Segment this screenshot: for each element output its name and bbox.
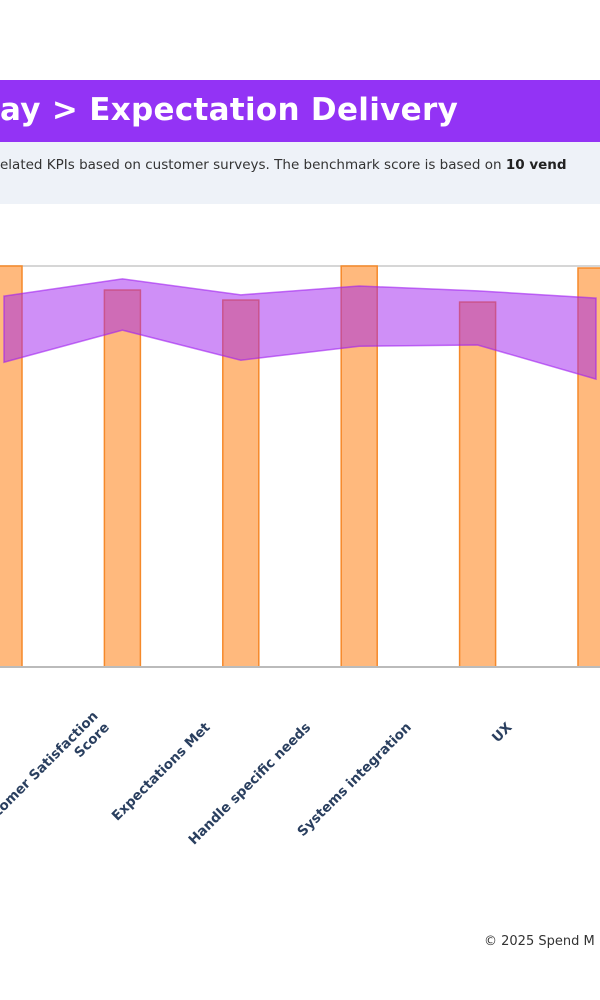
x-tick-label: Expectations Met bbox=[109, 719, 214, 824]
bar bbox=[103, 289, 142, 668]
x-tick-label: UX bbox=[489, 719, 516, 746]
description-bold: 10 vend bbox=[505, 157, 567, 173]
page-header: ay > Expectation Delivery bbox=[0, 80, 600, 142]
x-tick-label-line: Customer Satisfaction bbox=[0, 708, 102, 839]
benchmark-band bbox=[3, 278, 597, 381]
description-main: elated KPIs based on customer surveys. T… bbox=[0, 157, 506, 173]
description-bar: elated KPIs based on customer surveys. T… bbox=[0, 142, 600, 204]
page-title: ay > Expectation Delivery bbox=[0, 92, 459, 128]
copyright-text: © 2025 Spend M bbox=[484, 934, 595, 949]
description-text: elated KPIs based on customer surveys. T… bbox=[0, 157, 567, 173]
bar bbox=[458, 301, 497, 668]
x-tick-label: Systems integration bbox=[294, 720, 414, 840]
x-tick-label-line: Expectations Met bbox=[109, 719, 214, 824]
x-tick-label-line: Systems integration bbox=[294, 720, 414, 840]
x-tick-label: Customer SatisfactionScore bbox=[0, 708, 113, 850]
x-tick-label-line: UX bbox=[489, 719, 516, 746]
